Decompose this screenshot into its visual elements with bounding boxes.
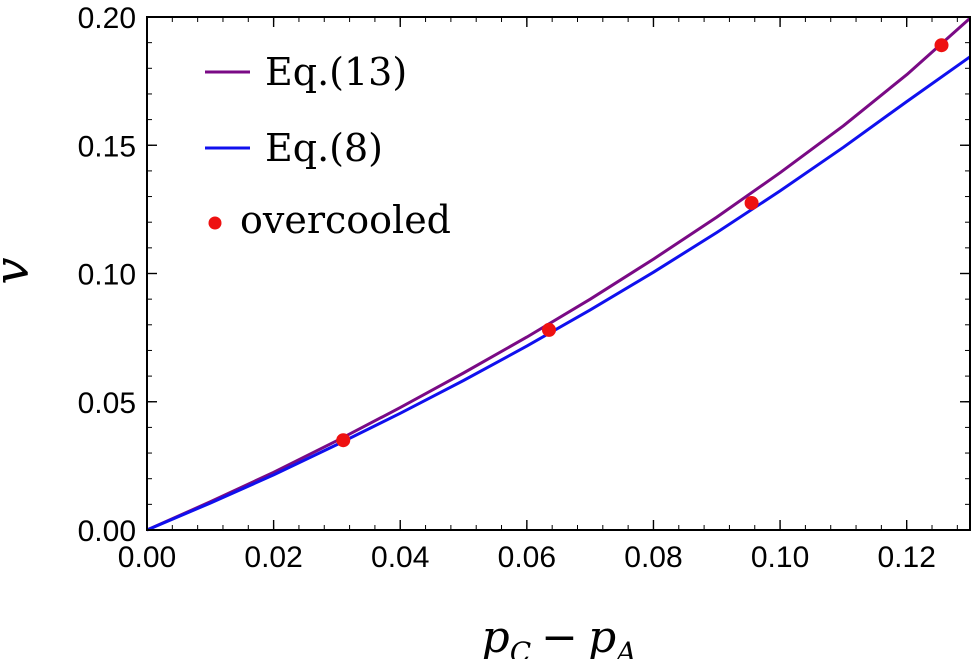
legend-label-overcooled: overcooled xyxy=(240,198,451,242)
overcooled-point xyxy=(744,195,759,210)
legend-label-eq13: Eq.(13) xyxy=(265,50,407,94)
tick-labels: 0.00 0.02 0.04 0.06 0.08 0.10 0.12 0.00 0.05 0.10… xyxy=(78,2,936,574)
x-tick-label: 0.02 xyxy=(244,541,302,574)
series-line-0 xyxy=(146,17,971,532)
y-tick-label: 0.00 xyxy=(78,515,136,548)
series-line-1 xyxy=(146,55,971,532)
x-tick-label: 0.04 xyxy=(371,541,429,574)
x-axis-title: pC − pA xyxy=(482,612,637,659)
x-axis-title-op: − xyxy=(541,612,578,659)
x-tick-label: 0.08 xyxy=(624,541,682,574)
series-layer xyxy=(146,17,971,532)
x-axis-title-p2: p xyxy=(588,612,616,659)
y-tick-label: 0.15 xyxy=(78,130,136,163)
x-tick-label: 0.06 xyxy=(498,541,556,574)
y-tick-label: 0.10 xyxy=(78,259,136,292)
x-tick-label: 0.00 xyxy=(118,541,176,574)
overcooled-point xyxy=(934,38,949,53)
x-tick-label: 0.10 xyxy=(751,541,809,574)
legend: Eq.(13) Eq.(8) overcooled xyxy=(205,50,451,242)
x-axis-title-p1: p xyxy=(482,612,510,659)
y-tick-label: 0.05 xyxy=(78,387,136,420)
legend-label-eq8: Eq.(8) xyxy=(265,126,383,170)
overcooled-point xyxy=(336,433,351,448)
x-axis-title-sub2: A xyxy=(613,636,636,659)
x-axis-title-sub1: C xyxy=(510,636,531,659)
overcooled-point xyxy=(542,322,557,337)
y-tick-label: 0.20 xyxy=(78,2,136,35)
plot-frame xyxy=(146,16,971,531)
y-axis-title: v xyxy=(0,257,40,284)
legend-swatch-overcooled xyxy=(208,216,222,230)
x-tick-label: 0.12 xyxy=(877,541,935,574)
